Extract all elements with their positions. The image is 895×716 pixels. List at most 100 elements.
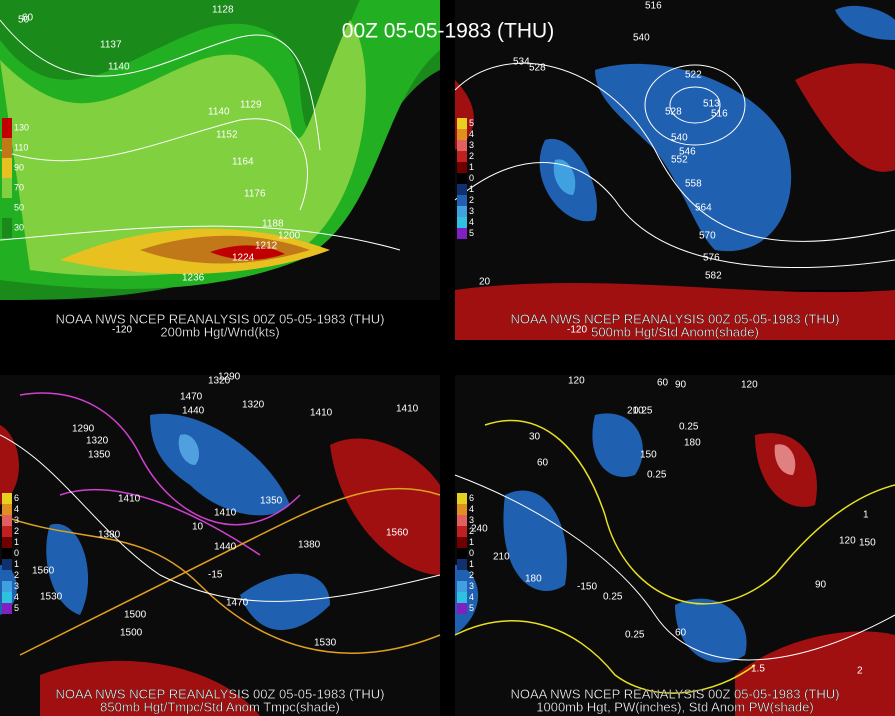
legend-swatch [2,526,12,537]
contour-label: 90 [675,380,687,391]
legend-swatch [457,493,467,504]
contour-label: 1350 [260,496,283,507]
legend-label: 2 [469,526,474,536]
contour-label: 60 [22,13,34,24]
legend-label: 4 [469,504,474,514]
contour-label: 1560 [32,566,55,577]
legend-label: 3 [469,515,474,525]
legend-swatch [2,178,12,198]
contour-label: 1176 [244,189,266,200]
contour-label: 20 [479,277,491,288]
contour-label: 1140 [208,107,230,118]
contour-label: 1320 [86,436,109,447]
contour-label: 180 [525,574,542,585]
legend-swatch [457,526,467,537]
panel-subtitle: 850mb Hgt/Tmpc/Std Anom Tmpc(shade) [100,699,340,714]
legend-swatch [457,217,467,228]
panel-caption: NOAA NWS NCEP REANALYSIS 00Z 05-05-1983 … [56,686,385,701]
contour-label: 10 [192,522,204,533]
legend-swatch [457,592,467,603]
legend-swatch [2,570,12,581]
contour-label: 1470 [180,392,203,403]
legend-label: 3 [469,581,474,591]
contour-label: 513 [703,99,720,110]
legend-swatch [2,118,12,138]
contour-label: 0.25 [647,470,667,481]
legend-swatch [457,504,467,515]
contour-label: 1290 [72,424,95,435]
contour-label: 1.5 [751,664,765,675]
legend-swatch [457,129,467,140]
panel-850mb [0,375,441,716]
legend-label: 4 [14,592,19,602]
panel-overlay: 6050112811371140114011291152116411761188… [2,5,385,340]
contour-label: 558 [685,179,702,190]
legend-swatch [2,537,12,548]
contour-label: 240 [471,524,488,535]
contour-label: 210 [493,552,510,563]
contour-label: 60 [657,378,669,389]
legend-swatch [457,570,467,581]
contour-label: 1530 [314,638,337,649]
panel-caption: NOAA NWS NCEP REANALYSIS 00Z 05-05-1983 … [56,311,385,326]
panel-overlay: 1290132014401470132014101290132013501350… [2,372,419,715]
legend-label: 110 [14,142,28,152]
legend-label: 0 [469,173,474,183]
legend-label: 2 [14,526,19,536]
contour-label: 0.25 [679,422,699,433]
contour-label: 1440 [214,542,237,553]
legend-label: 130 [14,122,29,132]
legend-swatch [2,592,12,603]
legend-label: 1 [469,162,474,172]
panel-subtitle: 200mb Hgt/Wnd(kts) [160,324,279,339]
contour-label: 552 [671,155,688,166]
contour-label: 1152 [216,130,238,141]
contour-label: 1560 [386,528,409,539]
contour-label: 0.25 [625,630,645,641]
contour-label: 1320 [242,400,265,411]
contour-label: 1380 [298,540,321,551]
contour-label: 1188 [262,219,284,230]
contour-label: 1530 [40,592,63,603]
legend-swatch [2,138,12,158]
contour-label: 2 [857,666,863,677]
contour-label: 546 [679,147,696,158]
legend-label: 1 [14,537,19,547]
legend-swatch [457,537,467,548]
panel-subtitle: 1000mb Hgt, PW(inches), Std Anom PW(shad… [536,699,813,714]
contour-label: 180 [684,438,701,449]
contour-label: 522 [685,70,702,81]
legend-swatch [457,228,467,239]
legend-swatch [457,603,467,614]
contour-label: 1410 [214,508,237,519]
legend-label: 1 [469,537,474,547]
legend-label: 3 [469,140,474,150]
contour-label: 570 [699,231,716,242]
legend-label: 1 [469,184,474,194]
contour-label: 1410 [310,408,333,419]
contour-label: 1500 [120,628,143,639]
contour-label: 50 [18,15,30,26]
contour-label: 60 [675,628,687,639]
legend-label: 5 [469,603,474,613]
contour-label: 1470 [226,598,249,609]
contour-label: 1140 [108,62,130,73]
legend-label: 6 [14,493,19,503]
legend-swatch [457,195,467,206]
legend-swatch [2,548,12,559]
panel-caption: NOAA NWS NCEP REANALYSIS 00Z 05-05-1983 … [511,686,840,701]
legend-swatch [2,218,12,238]
legend-swatch [457,559,467,570]
contour-label: 576 [703,253,720,264]
contour-label: -120 [112,325,132,336]
legend-label: 90 [14,162,24,172]
contour-label: 516 [711,109,728,120]
contour-label: 1290 [218,372,241,383]
contour-label: 1129 [240,100,262,111]
contour-label: 210 [627,406,644,417]
contour-label: 120 [741,380,758,391]
main-title: 00Z 05-05-1983 (THU) [342,20,554,43]
legend-swatch [2,493,12,504]
contour-label: 150 [640,450,657,461]
legend-swatch [457,162,467,173]
